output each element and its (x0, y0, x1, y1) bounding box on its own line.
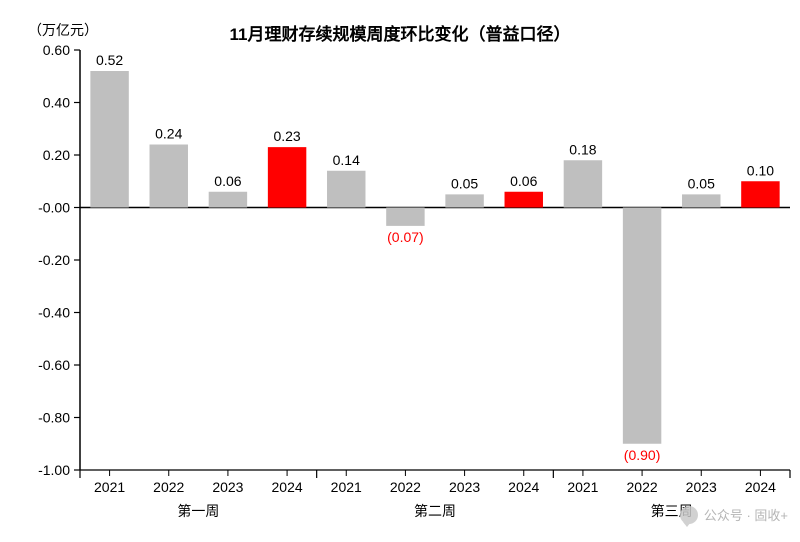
bar-value-label: 0.06 (510, 173, 537, 189)
bar-value-label: 0.05 (451, 175, 478, 191)
x-tick-label: 2024 (272, 479, 303, 495)
x-tick-label: 2023 (212, 479, 243, 495)
y-tick-label: 0.20 (43, 147, 70, 163)
x-tick-label: 2023 (449, 479, 480, 495)
x-tick-label: 2023 (686, 479, 717, 495)
y-tick-label: -0.40 (38, 305, 70, 321)
bar (564, 160, 602, 207)
bar-value-label: 0.18 (569, 141, 596, 157)
bar (623, 208, 661, 444)
chart-container: 11月理财存续规模周度环比变化（普益口径） （万亿元） -1.00 -0.80 -0… (0, 0, 800, 542)
x-tick-label: 2024 (508, 479, 539, 495)
bar (445, 194, 483, 207)
bar-chart: -1.00 -0.80 -0.60 -0.40 -0.20 -0.00 0.20 0.40 0.… (0, 0, 800, 542)
bar-value-label: 0.52 (96, 52, 123, 68)
bar (741, 181, 779, 207)
y-axis-unit-label: （万亿元） (28, 20, 98, 40)
y-tick-label: -0.60 (38, 357, 70, 373)
chart-title: 11月理财存续规模周度环比变化（普益口径） (0, 20, 800, 45)
bar (150, 145, 188, 208)
y-tick-label: 0.40 (43, 95, 70, 111)
bar (268, 147, 306, 207)
x-tick-label: 2021 (94, 479, 125, 495)
y-tick-label: -0.80 (38, 410, 70, 426)
bar-value-label: 0.23 (273, 128, 300, 144)
x-tick-label: 2021 (331, 479, 362, 495)
group-label: 第二周 (414, 503, 456, 519)
bar (90, 71, 128, 208)
bar (386, 208, 424, 226)
bar-value-label: (0.90) (624, 447, 661, 463)
bar (505, 192, 543, 208)
bar-value-label: 0.06 (214, 173, 241, 189)
bar-value-label: (0.07) (387, 229, 424, 245)
y-tick-label: -0.00 (38, 200, 70, 216)
group-label: 第一周 (177, 503, 219, 519)
group-label: 第三周 (651, 503, 693, 519)
bar (327, 171, 365, 208)
x-tick-label: 2024 (745, 479, 776, 495)
bar (682, 194, 720, 207)
x-tick-label: 2022 (153, 479, 184, 495)
bar-value-label: 0.05 (688, 175, 715, 191)
x-tick-label: 2022 (390, 479, 421, 495)
bar-value-label: 0.24 (155, 126, 182, 142)
y-tick-label: -0.20 (38, 252, 70, 268)
x-tick-label: 2021 (567, 479, 598, 495)
y-tick-label: -1.00 (38, 462, 70, 478)
x-tick-label: 2022 (627, 479, 658, 495)
bar-value-label: 0.10 (747, 162, 774, 178)
bar (209, 192, 247, 208)
bar-value-label: 0.14 (333, 152, 360, 168)
